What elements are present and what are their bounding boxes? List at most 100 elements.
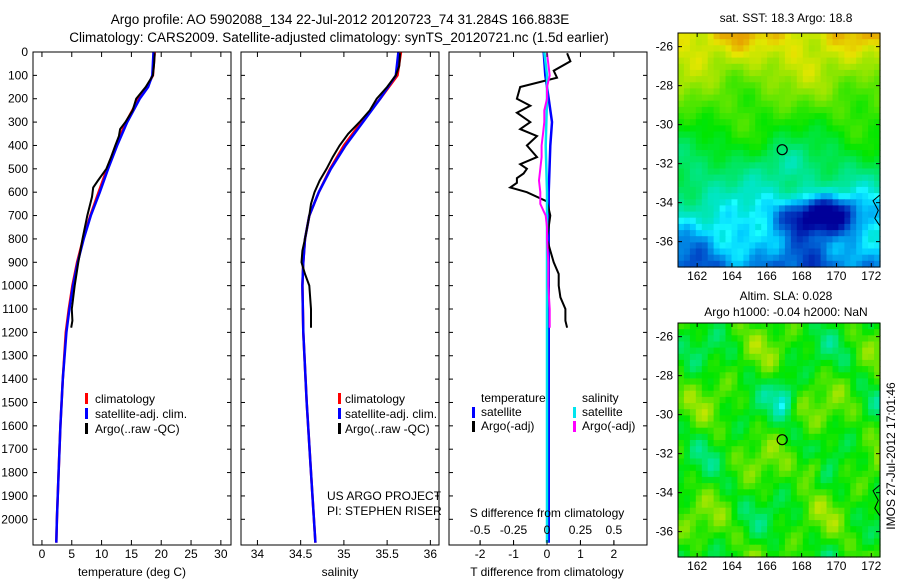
map-cell: [802, 45, 810, 53]
map-cell: [808, 390, 816, 398]
map-cell: [826, 507, 833, 515]
map-cell: [790, 51, 798, 59]
map-cell: [779, 378, 786, 386]
map-cell: [683, 427, 691, 435]
map-cell: [749, 168, 756, 176]
map-cell: [802, 550, 810, 558]
map-cell: [784, 100, 792, 108]
map-cell: [784, 131, 792, 139]
map-cell: [850, 125, 857, 133]
map-cell: [784, 45, 792, 53]
map-cell: [743, 446, 750, 453]
map-cell: [731, 513, 738, 521]
map-cell: [850, 69, 857, 77]
map-cell: [838, 384, 845, 392]
map-cell: [826, 403, 833, 410]
map-cell: [790, 143, 798, 151]
map-cell: [695, 421, 703, 429]
map-cell: [725, 174, 732, 182]
map-cell: [678, 143, 685, 151]
map-cell: [779, 507, 786, 515]
map-cell: [695, 335, 703, 343]
map-cell: [701, 150, 709, 157]
map-cell: [844, 57, 851, 65]
map-cell: [731, 156, 738, 163]
map-cell: [832, 372, 839, 380]
map-cell: [755, 242, 762, 250]
map-cell: [719, 507, 727, 515]
map-cell: [868, 236, 875, 243]
map-cell: [844, 433, 851, 441]
map-cell: [689, 421, 697, 429]
map-cell: [802, 415, 810, 423]
map-cell: [743, 125, 750, 133]
map-cell: [850, 57, 857, 65]
map-cell: [814, 162, 822, 170]
map-cell: [832, 137, 839, 145]
map-cell: [784, 230, 792, 237]
map-cell: [796, 396, 804, 404]
map-cell: [701, 421, 709, 429]
map-cell: [689, 458, 697, 466]
map-cell: [814, 143, 822, 151]
map-cell: [737, 186, 744, 194]
map-cell: [683, 162, 691, 170]
map-cell: [713, 217, 721, 225]
map-cell: [755, 464, 762, 472]
map-cell: [695, 476, 703, 484]
map-cell: [737, 433, 744, 441]
map-cell: [838, 63, 845, 71]
map-cell: [856, 260, 863, 268]
map-cell: [784, 415, 792, 423]
map-cell: [862, 131, 869, 139]
map-cell: [719, 88, 727, 96]
map-cell: [683, 347, 691, 355]
map-cell: [701, 476, 709, 484]
map-cell: [808, 335, 816, 343]
map-cell: [838, 168, 845, 176]
map-cell: [850, 143, 857, 151]
map-cell: [725, 76, 732, 83]
map-cell: [790, 409, 798, 416]
map-cell: [814, 421, 822, 429]
map-cell: [725, 39, 732, 46]
map-cell: [761, 254, 768, 262]
map-cell: [689, 39, 697, 46]
map-cell: [707, 366, 715, 373]
map-cell: [755, 470, 762, 478]
map-cell: [868, 526, 875, 533]
map-cell: [683, 396, 691, 404]
map-cell: [832, 242, 839, 250]
map-cell: [767, 359, 774, 367]
map-cell: [737, 483, 744, 490]
map-cell: [761, 211, 768, 219]
map-cell: [767, 230, 774, 237]
map-cell: [790, 260, 798, 268]
map-cell: [737, 119, 744, 126]
map-cell: [689, 446, 697, 453]
map-cell: [695, 57, 703, 65]
map-cell: [808, 162, 816, 170]
map-cell: [773, 341, 780, 349]
map-cell: [755, 236, 762, 243]
map-cell: [719, 359, 727, 367]
map-cell: [796, 137, 804, 145]
map-cell: [701, 501, 709, 509]
map-cell: [678, 254, 685, 262]
map-cell: [790, 513, 798, 521]
map-cell: [779, 489, 786, 497]
map-cell: [856, 483, 863, 490]
map-cell: [678, 353, 685, 361]
map-cell: [761, 168, 768, 176]
map-cell: [767, 180, 774, 188]
map-cell: [844, 507, 851, 515]
map-cell: [713, 378, 721, 386]
map-cell: [773, 223, 780, 231]
map-cell: [719, 538, 727, 546]
map-cell: [767, 254, 774, 262]
map-cell: [701, 335, 709, 343]
map-cell: [784, 489, 792, 497]
map-cell: [743, 550, 750, 558]
map-cell: [749, 470, 756, 478]
map-cell: [767, 353, 774, 361]
